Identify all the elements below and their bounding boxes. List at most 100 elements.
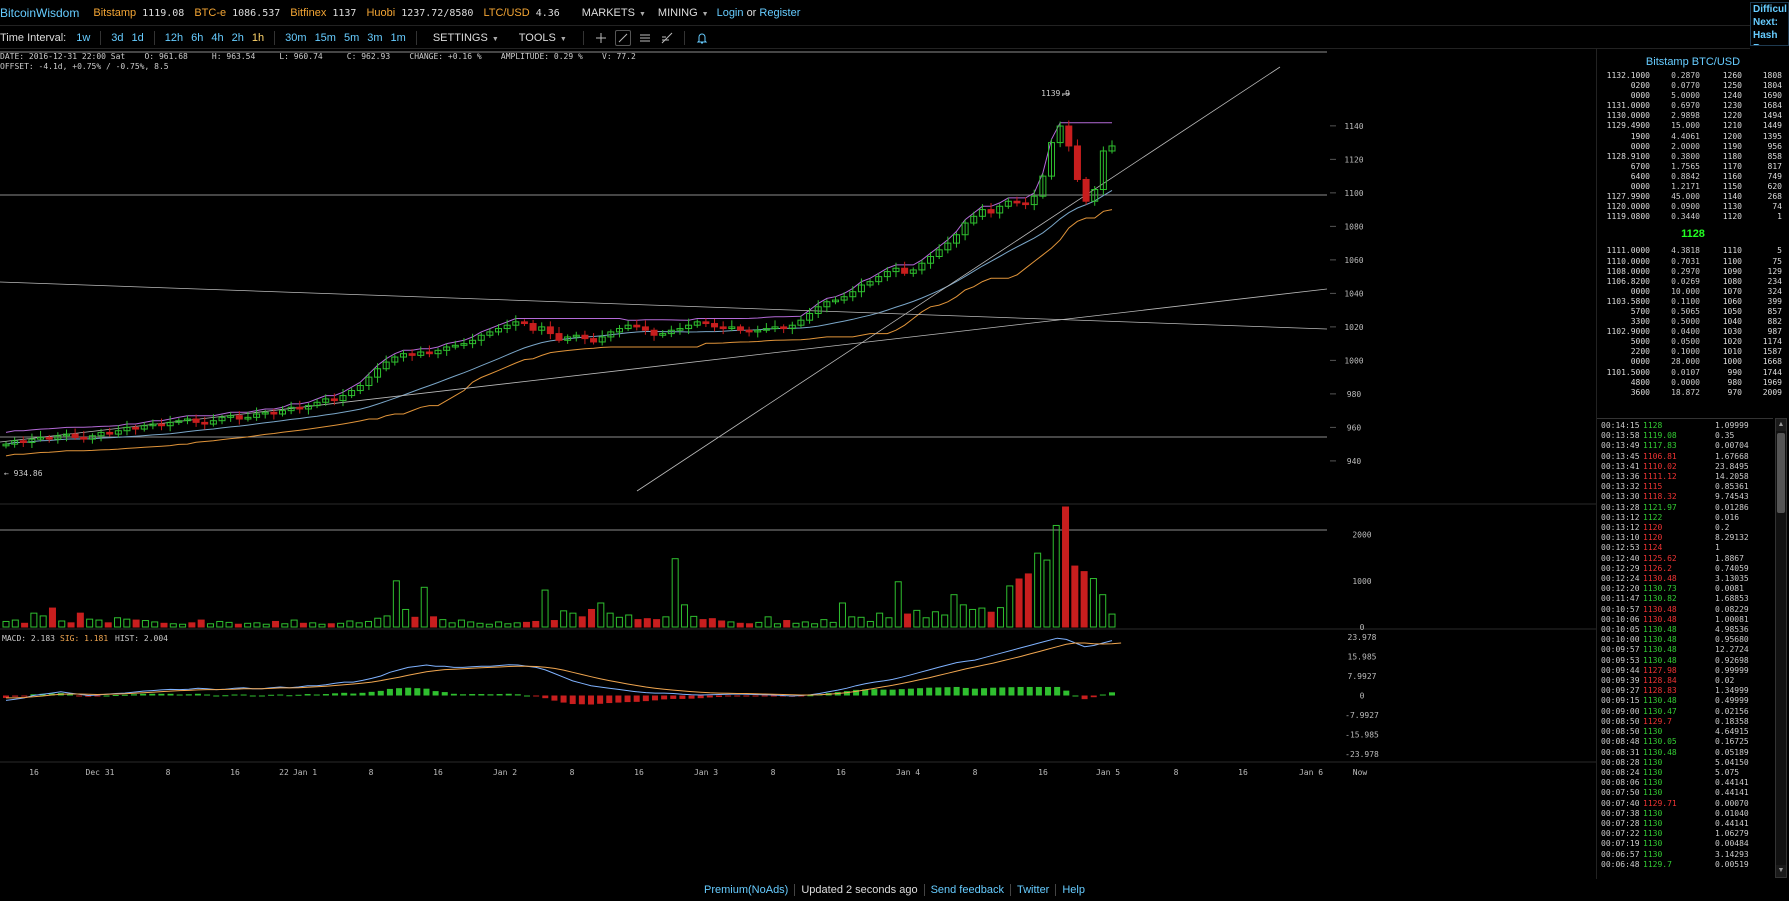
fibonacci-icon[interactable] — [659, 30, 675, 46]
volume-bar — [1043, 559, 1051, 628]
volume-bar — [2, 620, 10, 628]
volume-bar — [1071, 565, 1079, 628]
interval-5m[interactable]: 5m — [343, 31, 360, 44]
histogram-bar — [432, 691, 439, 696]
ticker-ltcusd[interactable]: LTC/USD 4.36 — [483, 6, 560, 19]
orderbook-title[interactable]: Bitstamp BTC/USD — [1645, 56, 1741, 68]
candle — [313, 401, 321, 407]
mining-menu[interactable]: MINING ▼ — [657, 6, 709, 19]
interval-3d[interactable]: 3d — [111, 31, 124, 44]
histogram-bar — [185, 694, 192, 696]
trade-time: 00:07:28 — [1601, 818, 1640, 828]
orderbook-cell: 0000 — [1630, 141, 1650, 151]
x-tick-label: 8 — [1174, 768, 1179, 777]
volume-bar — [141, 620, 149, 628]
volume-bar — [755, 621, 763, 628]
interval-1h[interactable]: 1h — [251, 31, 265, 44]
candle — [546, 326, 554, 335]
x-tick-label: 16 — [1238, 768, 1248, 777]
candle — [1108, 145, 1116, 152]
premium-link[interactable]: Premium(NoAds) — [704, 884, 789, 896]
trade-price: 1119.08 — [1643, 431, 1677, 441]
candle — [175, 420, 183, 423]
volume-bar — [978, 607, 986, 628]
trade-amount: 1.09999 — [1715, 421, 1749, 430]
trade-row: 00:07:38 1130 0.01040 — [1601, 809, 1773, 819]
x-tick-label: 8 — [973, 768, 978, 777]
trade-row: 00:09:44 1127.98 0.99999 — [1601, 666, 1773, 676]
volume-bar — [913, 609, 921, 628]
volume-bar — [1099, 594, 1107, 628]
orderbook-row: 5700 0.5065 1050 857 — [1600, 307, 1789, 317]
register-link[interactable]: Register — [759, 6, 801, 19]
interval-1d[interactable]: 1d — [131, 31, 144, 44]
x-tick-label: 8 — [369, 768, 374, 777]
twitter-link[interactable]: Twitter — [1016, 884, 1050, 896]
orderbook-row: 1900 4.4061 1200 1395 — [1600, 132, 1789, 142]
trades-list[interactable]: 00:14:15 1128 1.09999 00:13:58 1119.08 0.35 00… — [1597, 418, 1773, 878]
histogram-bar — [1045, 686, 1052, 696]
candle — [296, 406, 304, 410]
orderbook-cell: 5000 — [1630, 337, 1650, 347]
x-tick-label: Dec 31 — [86, 768, 115, 777]
moving-average-line — [5, 189, 1113, 445]
network-stats-panel[interactable]: Difficul Next: Hash Ra — [1750, 2, 1789, 46]
trade-row: 00:06:48 1129.7 0.00519 — [1601, 860, 1773, 870]
trendline-icon[interactable] — [614, 29, 631, 46]
histogram-bar — [999, 687, 1006, 696]
candle — [615, 328, 623, 333]
candle — [624, 324, 632, 330]
scroll-thumb[interactable] — [1777, 433, 1785, 513]
orderbook-cell: 857 — [1767, 306, 1782, 316]
candle — [460, 343, 468, 346]
y-tick-label: 1040 — [1344, 289, 1363, 298]
candle — [607, 331, 615, 338]
trade-time: 00:06:57 — [1601, 849, 1640, 859]
interval-12h[interactable]: 12h — [164, 31, 184, 44]
trade-amount: 0.16725 — [1715, 737, 1749, 747]
login-link[interactable]: Login — [716, 6, 744, 19]
interval-30m[interactable]: 30m — [285, 31, 307, 44]
interval-3m[interactable]: 3m — [367, 31, 383, 44]
markets-menu[interactable]: MARKETS ▼ — [581, 6, 646, 19]
ticker-bitstamp[interactable]: Bitstamp 1119.08 — [93, 6, 185, 19]
trade-row: 00:09:53 1130.48 0.92698 — [1601, 656, 1773, 666]
interval-15m[interactable]: 15m — [314, 31, 336, 44]
trades-scrollbar[interactable]: ▲ ▼ — [1775, 418, 1787, 878]
settings-menu[interactable]: SETTINGS ▼ — [432, 31, 499, 44]
volume-bar — [848, 616, 856, 628]
ticker-huobi[interactable]: Huobi 1237.72/8580 — [366, 6, 474, 19]
crosshair-icon[interactable] — [593, 30, 609, 46]
interval-1w[interactable]: 1w — [76, 31, 91, 44]
interval-4h[interactable]: 4h — [211, 31, 224, 44]
trade-price: 1130 — [1643, 778, 1663, 788]
horizontal-lines-icon[interactable] — [637, 30, 653, 46]
orderbook-row: 6700 1.7565 1170 817 — [1600, 162, 1789, 172]
tools-menu[interactable]: TOOLS ▼ — [518, 31, 567, 44]
volume-bar — [290, 619, 298, 628]
ticker-bitfinex[interactable]: Bitfinex 1137 — [290, 6, 357, 19]
trade-time: 00:13:45 — [1601, 451, 1640, 461]
volume-bar — [402, 608, 410, 628]
help-link[interactable]: Help — [1062, 884, 1085, 896]
interval-2h[interactable]: 2h — [231, 31, 244, 44]
interval-1m[interactable]: 1m — [390, 31, 406, 44]
ticker-btce[interactable]: BTC-e 1086.537 — [194, 6, 281, 19]
price-chart[interactable]: 1140 1120 1100 1080 1060 1040 1020 1000 980 960 94… — [0, 49, 1596, 879]
trade-time: 00:13:12 — [1601, 512, 1640, 522]
feedback-link[interactable]: Send feedback — [930, 884, 1004, 896]
candle — [279, 410, 286, 415]
interval-6h[interactable]: 6h — [191, 31, 204, 44]
scroll-down-icon[interactable]: ▼ — [1776, 865, 1786, 877]
brand-logo[interactable]: BitcoinWisdom — [0, 5, 80, 20]
orderbook-row: 0000 2.0000 1190 956 — [1600, 142, 1789, 152]
volume-bar — [1024, 573, 1032, 628]
bell-icon[interactable] — [694, 30, 710, 46]
orderbook-cell: 1240 — [1722, 91, 1742, 101]
candle — [62, 433, 70, 437]
histogram-bar — [752, 695, 759, 697]
volume-bar — [690, 615, 698, 628]
trade-amount: 0.02156 — [1715, 706, 1749, 716]
volume-bar — [457, 619, 465, 628]
scroll-up-icon[interactable]: ▲ — [1776, 419, 1786, 431]
